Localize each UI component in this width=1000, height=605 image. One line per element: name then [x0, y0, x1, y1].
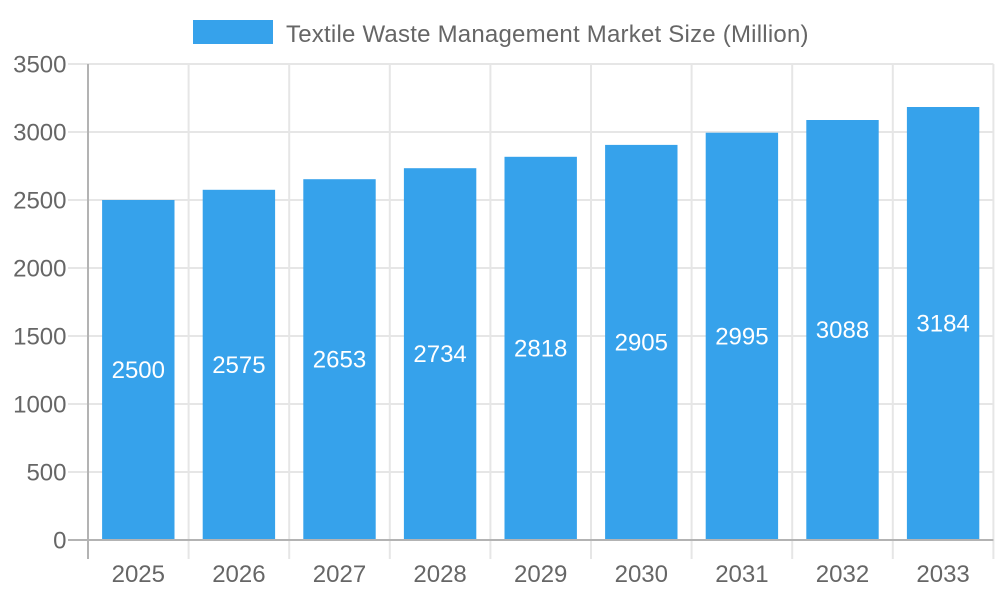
- svg-text:2905: 2905: [615, 330, 668, 357]
- svg-text:2028: 2028: [413, 561, 466, 588]
- svg-text:1500: 1500: [13, 324, 66, 351]
- svg-text:3184: 3184: [916, 311, 969, 338]
- svg-text:2818: 2818: [514, 336, 567, 363]
- svg-text:Textile Waste Management Marke: Textile Waste Management Market Size (Mi…: [286, 21, 809, 48]
- svg-text:2995: 2995: [715, 323, 768, 350]
- svg-text:2025: 2025: [112, 561, 165, 588]
- svg-text:0: 0: [53, 528, 66, 555]
- svg-text:1000: 1000: [13, 392, 66, 419]
- svg-text:2575: 2575: [212, 352, 265, 379]
- svg-text:2031: 2031: [715, 561, 768, 588]
- svg-text:3000: 3000: [13, 120, 66, 147]
- svg-text:2653: 2653: [313, 347, 366, 374]
- svg-text:3500: 3500: [13, 52, 66, 79]
- svg-text:2030: 2030: [615, 561, 668, 588]
- svg-text:3088: 3088: [816, 317, 869, 344]
- svg-text:2500: 2500: [13, 188, 66, 215]
- svg-text:2500: 2500: [112, 357, 165, 384]
- svg-text:500: 500: [26, 460, 66, 487]
- svg-text:2000: 2000: [13, 256, 66, 283]
- svg-text:2029: 2029: [514, 561, 567, 588]
- svg-text:2026: 2026: [212, 561, 265, 588]
- svg-text:2032: 2032: [816, 561, 869, 588]
- svg-text:2027: 2027: [313, 561, 366, 588]
- svg-text:2734: 2734: [413, 341, 466, 368]
- svg-text:2033: 2033: [916, 561, 969, 588]
